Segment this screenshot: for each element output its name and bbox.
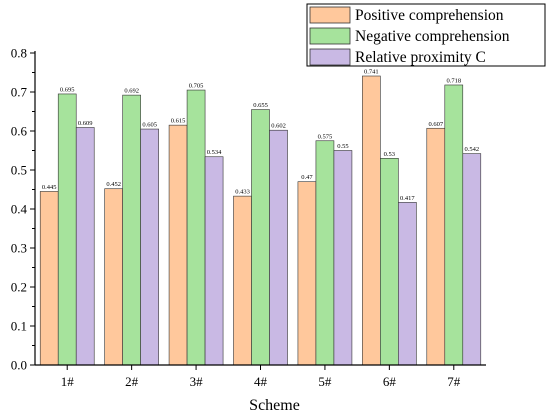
data-label: 0.705 (189, 83, 204, 90)
data-label: 0.452 (106, 181, 121, 188)
x-axis-title: Scheme (249, 397, 300, 414)
data-label: 0.655 (253, 102, 268, 109)
data-label: 0.433 (235, 189, 250, 196)
y-tick-label: 0.8 (11, 46, 27, 61)
bar-3-5 (333, 150, 353, 366)
legend-swatch (309, 48, 351, 66)
bars-group (39, 75, 482, 366)
legend-label: Negative comprehension (355, 28, 510, 45)
data-label: 0.695 (60, 86, 75, 93)
legend-swatch (309, 27, 351, 45)
bar-3-4 (269, 129, 288, 366)
y-tick-label: 0.2 (11, 280, 27, 295)
data-labels-group: 0.445 0.452 0.615 0.433 0.47 0.741 0.607 0.695 0… (42, 69, 479, 202)
data-label: 0.55 (337, 143, 348, 150)
bar-1-2 (104, 188, 123, 366)
x-tick-label: 6# (383, 374, 397, 389)
bar-1-6 (362, 75, 381, 366)
x-tick-label: 5# (318, 374, 332, 389)
bar-3-2 (140, 128, 159, 366)
data-label: 0.741 (364, 69, 379, 76)
bar-2-3 (186, 89, 206, 366)
bar-1-3 (168, 124, 188, 366)
data-label: 0.692 (124, 88, 139, 95)
data-label: 0.575 (318, 133, 333, 140)
data-label: 0.602 (271, 123, 286, 130)
bar-3-6 (398, 202, 417, 366)
bar-2-7 (444, 84, 464, 366)
bar-2-4 (251, 109, 270, 366)
data-label: 0.615 (171, 118, 186, 125)
bar-2-2 (122, 94, 141, 366)
y-tick-label: 0.3 (11, 241, 27, 256)
data-label: 0.47 (301, 174, 313, 181)
data-label: 0.534 (207, 149, 222, 156)
data-label: 0.542 (464, 146, 479, 153)
bar-1-1 (39, 191, 59, 366)
bar-3-1 (75, 127, 95, 366)
data-label: 0.609 (78, 120, 93, 127)
axes-group: 0.0 0.1 0.2 0.3 0.4 0.5 0.6 0.7 0.8 1# 2# 3# 4# 5# 6# 7… (11, 46, 486, 414)
bar-2-1 (57, 93, 77, 366)
x-tick-label: 2# (125, 374, 139, 389)
bar-3-3 (204, 156, 224, 366)
y-tick-label: 0.0 (11, 358, 27, 373)
x-tick-label: 1# (61, 374, 75, 389)
legend-label: Positive comprehension (355, 7, 504, 24)
y-tick-label: 0.7 (11, 85, 28, 100)
bar-1-7 (426, 127, 446, 366)
x-tick-label: 7# (447, 374, 461, 389)
data-label: 0.607 (428, 121, 443, 128)
data-label: 0.53 (384, 151, 395, 158)
y-tick-label: 0.4 (11, 202, 28, 217)
bar-3-7 (462, 153, 482, 366)
legend-label: Relative proximity C (355, 49, 486, 66)
bar-2-5 (315, 140, 335, 366)
bar-2-6 (380, 158, 399, 366)
y-tick-label: 0.1 (11, 319, 27, 334)
data-label: 0.605 (142, 122, 157, 129)
legend: Positive comprehension Negative comprehen… (306, 3, 546, 67)
y-tick-label: 0.6 (11, 124, 28, 139)
x-tick-label: 4# (254, 374, 268, 389)
data-label: 0.445 (42, 184, 57, 191)
bar-1-5 (297, 181, 317, 366)
bar-1-4 (233, 195, 252, 366)
x-tick-label: 3# (190, 374, 204, 389)
data-label: 0.417 (400, 195, 415, 202)
data-label: 0.718 (446, 77, 461, 84)
y-tick-label: 0.5 (11, 163, 27, 178)
legend-swatch (309, 6, 351, 24)
